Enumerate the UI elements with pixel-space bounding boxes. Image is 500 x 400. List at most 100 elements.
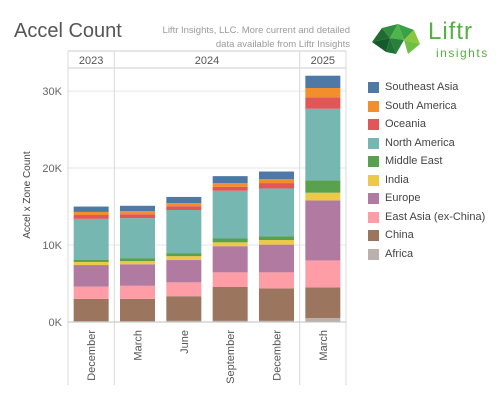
bar-segment bbox=[166, 203, 202, 207]
legend-item[interactable]: East Asia (ex-China) bbox=[368, 210, 498, 226]
bar-segment bbox=[259, 320, 294, 322]
bar-segment bbox=[73, 286, 109, 299]
bar-segment bbox=[73, 259, 109, 262]
bar-segment bbox=[120, 205, 155, 212]
legend-swatch bbox=[368, 82, 379, 93]
legend-item[interactable]: Middle East bbox=[368, 155, 498, 170]
bar-segment bbox=[305, 180, 341, 193]
bar-segment bbox=[212, 186, 248, 191]
bar-segment bbox=[212, 286, 248, 321]
bar-segment bbox=[259, 244, 294, 273]
legend-item[interactable]: China bbox=[368, 229, 498, 244]
bar-segment bbox=[259, 288, 294, 321]
legend-swatch bbox=[368, 119, 379, 130]
bar-segment bbox=[305, 97, 341, 109]
legend-item[interactable]: Africa bbox=[368, 247, 498, 263]
legend-label: India bbox=[385, 173, 409, 186]
bar-segment bbox=[305, 75, 341, 89]
chart-title: Accel Count bbox=[14, 20, 122, 42]
bar-segment bbox=[305, 88, 341, 98]
bar-segment bbox=[166, 282, 202, 297]
bar-segment bbox=[259, 188, 294, 237]
legend-item[interactable]: India bbox=[368, 173, 498, 189]
legend-label: East Asia (ex-China) bbox=[385, 210, 486, 223]
year-group-label: 2023 bbox=[79, 55, 103, 67]
bar-segment bbox=[120, 211, 155, 215]
legend-swatch bbox=[368, 100, 379, 112]
bar-segment bbox=[212, 183, 248, 187]
bar-segment bbox=[305, 260, 341, 288]
bar-segment bbox=[73, 265, 109, 287]
legend-item[interactable]: Europe bbox=[368, 192, 498, 207]
legend-label: Southeast Asia bbox=[385, 81, 459, 93]
x-tick-label: March bbox=[133, 330, 145, 361]
legend-label: Europe bbox=[385, 192, 421, 204]
bar-segment bbox=[259, 179, 294, 184]
legend-item[interactable]: Southeast Asia bbox=[368, 81, 498, 96]
legend-swatch bbox=[368, 156, 379, 167]
stacked-bar-chart: 0K 10K 20K 30K Accel x Zone Count 2023 2024 202… bbox=[22, 50, 347, 385]
bar-segment bbox=[166, 296, 202, 321]
bar-segment bbox=[73, 206, 109, 212]
bar-segment bbox=[212, 176, 248, 184]
x-tick-label: December bbox=[86, 330, 98, 381]
bar-segment bbox=[166, 320, 202, 322]
bar-segment bbox=[73, 215, 109, 219]
bar-segment bbox=[166, 196, 202, 204]
legend-label: China bbox=[385, 229, 414, 241]
legend-item[interactable]: North America bbox=[368, 136, 498, 152]
year-group-label: 2025 bbox=[311, 55, 335, 67]
bar-segment bbox=[212, 190, 248, 239]
bar-segment bbox=[120, 258, 155, 262]
bar-segment bbox=[305, 318, 341, 322]
logo-wordmark: Liftr bbox=[428, 18, 474, 45]
bar-segment bbox=[120, 298, 155, 322]
x-tick-label: September bbox=[225, 330, 237, 384]
legend-swatch bbox=[368, 230, 379, 241]
bar-segment bbox=[73, 211, 109, 216]
bar-segment bbox=[305, 108, 341, 181]
bar-segment bbox=[212, 238, 248, 243]
bar-segment bbox=[259, 240, 294, 245]
bar-segment bbox=[259, 236, 294, 241]
bar-segment bbox=[305, 200, 341, 261]
x-tick-label: June bbox=[179, 330, 191, 354]
logo-tagline: insights bbox=[436, 46, 489, 60]
bar-segment bbox=[166, 253, 202, 257]
legend-item[interactable]: Oceania bbox=[368, 118, 498, 133]
legend-label: South America bbox=[385, 99, 457, 112]
source-note-line-2: data available from Liftr Insights bbox=[215, 39, 350, 50]
legend-swatch bbox=[368, 248, 379, 260]
bar-segment bbox=[120, 218, 155, 259]
legend-swatch bbox=[368, 211, 379, 223]
legend-label: Oceania bbox=[385, 118, 426, 130]
bar-segment bbox=[73, 298, 109, 322]
bar-segment bbox=[259, 272, 294, 289]
legend-swatch bbox=[368, 193, 379, 204]
bar-segment bbox=[212, 272, 248, 287]
year-group-label: 2024 bbox=[195, 55, 219, 67]
bar-segment bbox=[259, 183, 294, 189]
bar-segment bbox=[120, 214, 155, 219]
source-note-line-1: Liftr Insights, LLC. More current and de… bbox=[162, 25, 350, 36]
y-axis-title: Accel x Zone Count bbox=[22, 151, 33, 238]
source-note: Liftr Insights, LLC. More current and de… bbox=[136, 24, 350, 52]
bar-segment bbox=[166, 256, 202, 261]
bar-segment bbox=[120, 261, 155, 265]
bar-segment bbox=[166, 210, 202, 254]
y-tick-label: 10K bbox=[42, 240, 62, 252]
bar-segment bbox=[120, 285, 155, 299]
bar-segment bbox=[305, 287, 341, 319]
bar-segment bbox=[73, 218, 109, 260]
liftr-insights-logo[interactable]: Liftr insights bbox=[368, 16, 494, 62]
bar-segment bbox=[120, 264, 155, 286]
bar-segment bbox=[166, 206, 202, 211]
legend-label: North America bbox=[385, 136, 455, 149]
legend-swatch bbox=[368, 137, 379, 149]
x-tick-label: March bbox=[318, 330, 330, 361]
y-tick-label: 0K bbox=[49, 317, 63, 329]
legend-item[interactable]: South America bbox=[368, 99, 498, 115]
legend-label: Africa bbox=[385, 247, 414, 260]
bar-segment bbox=[212, 320, 248, 322]
legend-swatch bbox=[368, 174, 379, 186]
